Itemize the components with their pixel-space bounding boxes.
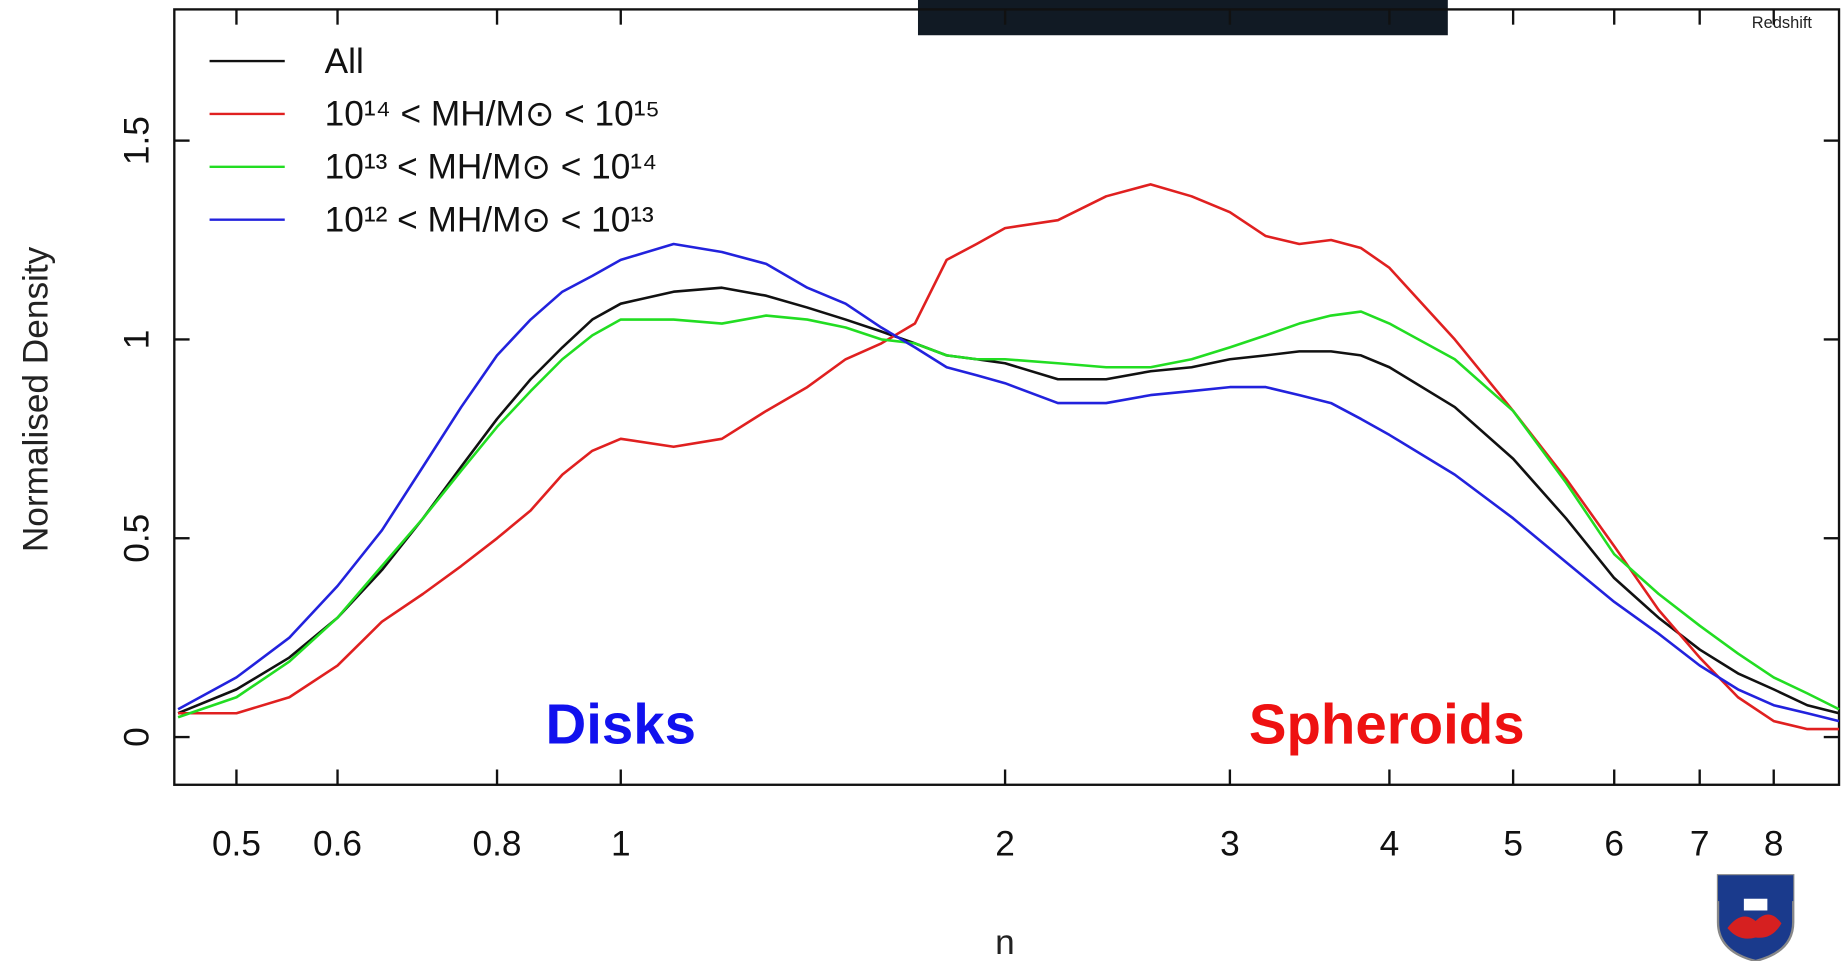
y-axis-title: Normalised Density bbox=[16, 246, 55, 552]
x-tick-label: 2 bbox=[995, 824, 1015, 863]
legend-label: 10¹² < MH/M⊙ < 10¹³ bbox=[325, 200, 654, 239]
x-tick-label: 5 bbox=[1503, 824, 1523, 863]
crest-logo bbox=[1716, 874, 1795, 961]
legend-label: 10¹⁴ < MH/M⊙ < 10¹⁵ bbox=[325, 95, 660, 134]
x-tick-label: 0.5 bbox=[212, 824, 261, 863]
annotation: Disks bbox=[546, 693, 696, 756]
y-tick-label: 0.5 bbox=[117, 514, 156, 563]
series-line bbox=[178, 183, 1840, 731]
x-tick-label: 7 bbox=[1690, 824, 1710, 863]
x-tick-label: 0.8 bbox=[473, 824, 522, 863]
x-tick-label: 6 bbox=[1604, 824, 1624, 863]
legend-label: All bbox=[325, 42, 364, 81]
image-fragment bbox=[917, 0, 1448, 36]
legend-label: 10¹³ < MH/M⊙ < 10¹⁴ bbox=[325, 148, 658, 187]
series-line bbox=[177, 286, 1840, 715]
x-tick-label: 0.6 bbox=[313, 824, 362, 863]
x-tick-label: 1 bbox=[611, 824, 631, 863]
x-tick-label: 4 bbox=[1380, 824, 1400, 863]
series-line bbox=[177, 310, 1840, 719]
x-tick-label: 3 bbox=[1220, 824, 1240, 863]
x-axis-title: n bbox=[995, 923, 1015, 961]
annotation: Spheroids bbox=[1249, 693, 1525, 756]
header-label: Redshift bbox=[1752, 14, 1813, 32]
plot-frame bbox=[173, 8, 1841, 786]
y-tick-label: 1.5 bbox=[117, 116, 156, 165]
series-line bbox=[177, 242, 1840, 723]
x-tick-label: 8 bbox=[1764, 824, 1784, 863]
y-tick-label: 1 bbox=[117, 330, 156, 350]
y-tick-label: 0 bbox=[117, 727, 156, 747]
